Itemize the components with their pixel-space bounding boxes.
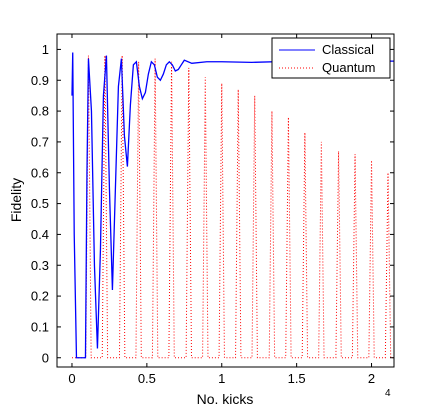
y-axis-label: Fidelity: [8, 178, 24, 222]
x-axis-ticks: 0 0.5 1 1.5 2: [68, 34, 375, 386]
x-axis-exponent: 4: [385, 388, 391, 399]
quantum-series: [71, 55, 394, 359]
y-tick-label: 0.6: [31, 165, 49, 180]
y-tick-label: 0.8: [31, 104, 49, 119]
legend-label-classical: Classical: [322, 42, 374, 57]
y-tick-label: 0.1: [31, 319, 49, 334]
y-axis-ticks: 0 0.1 0.2 0.3 0.4 0.5 0.6 0.7 0.8 0.9 1: [31, 42, 394, 365]
y-tick-label: 0.5: [31, 196, 49, 211]
y-tick-label: 1: [42, 42, 49, 57]
x-axis-label: No. kicks: [197, 391, 254, 407]
y-tick-label: 0.7: [31, 134, 49, 149]
legend: Classical Quantum: [271, 37, 391, 79]
x-tick-label: 0: [68, 371, 75, 386]
y-tick-label: 0.4: [31, 227, 49, 242]
y-tick-label: 0.2: [31, 289, 49, 304]
legend-label-quantum: Quantum: [322, 60, 375, 75]
y-tick-label: 0.3: [31, 258, 49, 273]
x-tick-label: 2: [368, 371, 375, 386]
y-tick-label: 0.9: [31, 73, 49, 88]
quantum-line: [71, 55, 394, 359]
x-tick-label: 1: [218, 371, 225, 386]
plot-area: [57, 34, 394, 367]
plot-frame: [56, 33, 395, 368]
legend-box: [271, 37, 391, 79]
classical-series: [71, 52, 394, 359]
x-tick-label: 0.5: [138, 371, 156, 386]
x-tick-label: 1.5: [288, 371, 306, 386]
y-tick-label: 0: [42, 350, 49, 365]
classical-line: [71, 52, 394, 359]
